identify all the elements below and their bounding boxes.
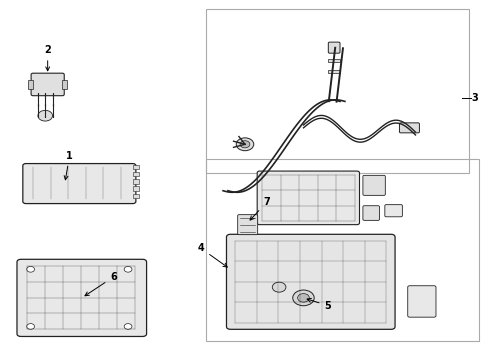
Bar (133, 194, 139, 198)
Text: 3: 3 (471, 93, 478, 103)
FancyBboxPatch shape (408, 286, 436, 317)
Circle shape (240, 141, 250, 148)
Bar (328, 70, 341, 73)
Bar (206, 9, 469, 173)
Bar (133, 186, 139, 191)
Circle shape (236, 138, 254, 151)
Text: 1: 1 (64, 150, 73, 180)
Circle shape (27, 266, 34, 272)
FancyBboxPatch shape (399, 123, 419, 133)
Bar (62, 80, 67, 89)
Circle shape (297, 294, 309, 302)
Circle shape (293, 290, 314, 306)
FancyBboxPatch shape (238, 215, 258, 235)
Circle shape (272, 282, 286, 292)
Text: 2: 2 (44, 45, 51, 71)
Bar (206, 158, 479, 341)
Bar (133, 165, 139, 169)
Circle shape (124, 266, 132, 272)
FancyBboxPatch shape (31, 73, 64, 96)
FancyBboxPatch shape (385, 204, 402, 217)
Text: 7: 7 (250, 197, 270, 220)
Bar (133, 172, 139, 176)
FancyBboxPatch shape (328, 42, 340, 53)
Circle shape (124, 324, 132, 329)
FancyBboxPatch shape (226, 234, 395, 329)
Bar (133, 179, 139, 184)
FancyBboxPatch shape (363, 175, 385, 195)
Text: 5: 5 (307, 298, 331, 311)
FancyBboxPatch shape (257, 171, 360, 225)
Text: 6: 6 (85, 272, 117, 296)
Bar (328, 59, 341, 62)
Text: 4: 4 (198, 243, 227, 267)
Bar (28, 80, 33, 89)
FancyBboxPatch shape (17, 259, 147, 337)
Circle shape (38, 111, 52, 121)
FancyBboxPatch shape (363, 206, 379, 220)
Circle shape (27, 324, 34, 329)
FancyBboxPatch shape (23, 163, 136, 203)
